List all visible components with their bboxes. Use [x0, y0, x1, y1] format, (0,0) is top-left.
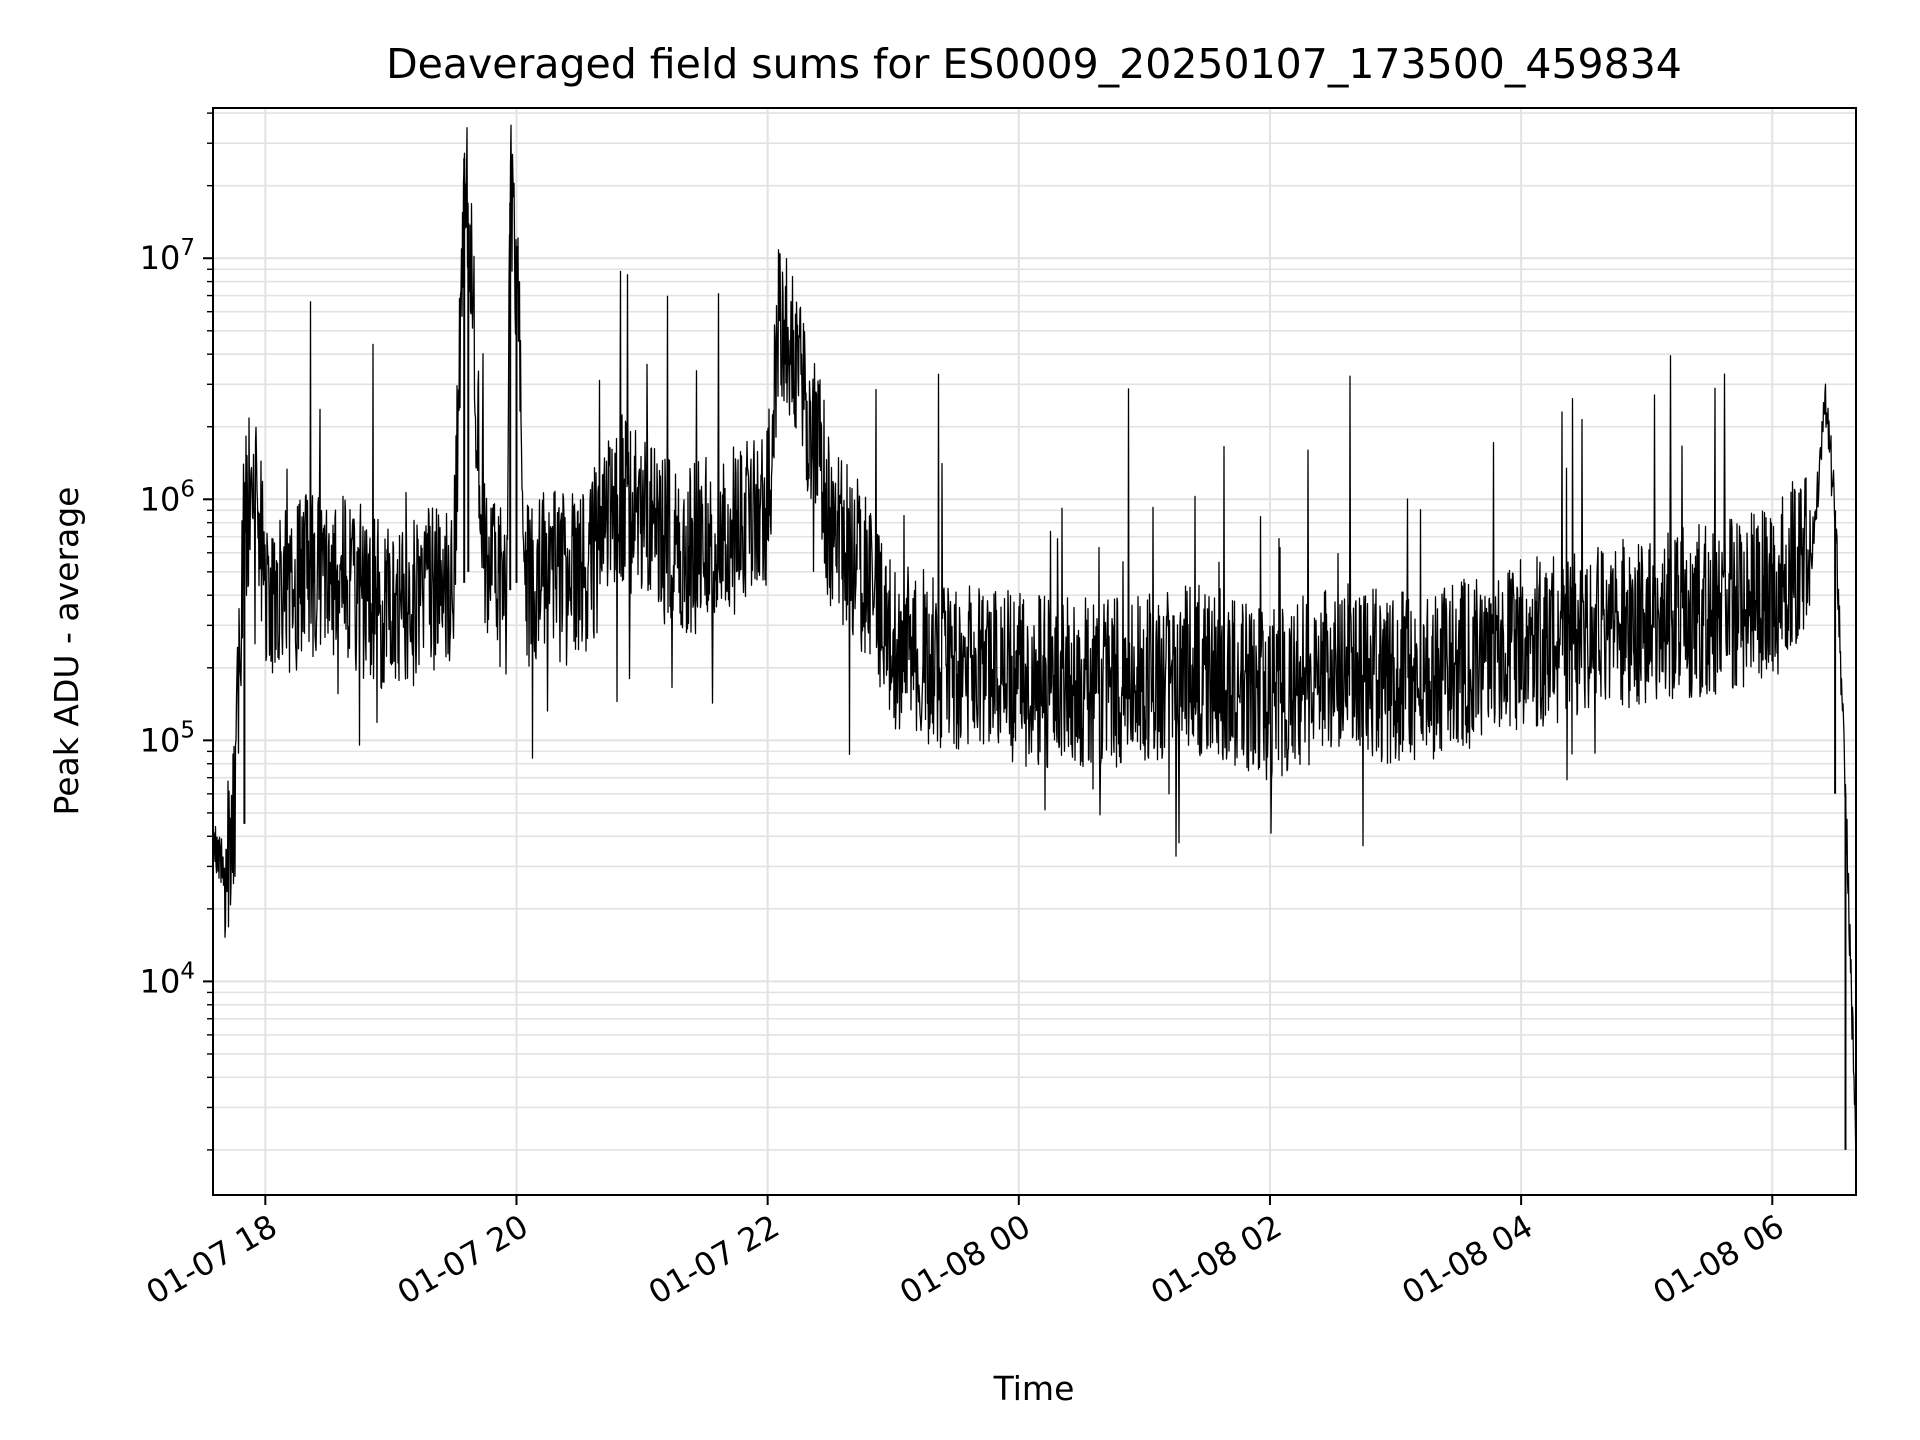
- y-tick-label: 105: [140, 717, 195, 759]
- y-tick-label: 104: [140, 958, 195, 1000]
- chart-title: Deaveraged field sums for ES0009_2025010…: [386, 40, 1682, 88]
- y-tick-label: 106: [140, 476, 195, 518]
- y-axis-label: Peak ADU - average: [47, 487, 86, 816]
- series-spikes: [243, 158, 1847, 1150]
- series-layer: [212, 124, 1857, 1163]
- plot-frame: [212, 107, 1857, 1196]
- y-tick-label: 107: [140, 235, 195, 277]
- series-line: [212, 124, 1857, 1163]
- x-axis-label: Time: [993, 1369, 1075, 1408]
